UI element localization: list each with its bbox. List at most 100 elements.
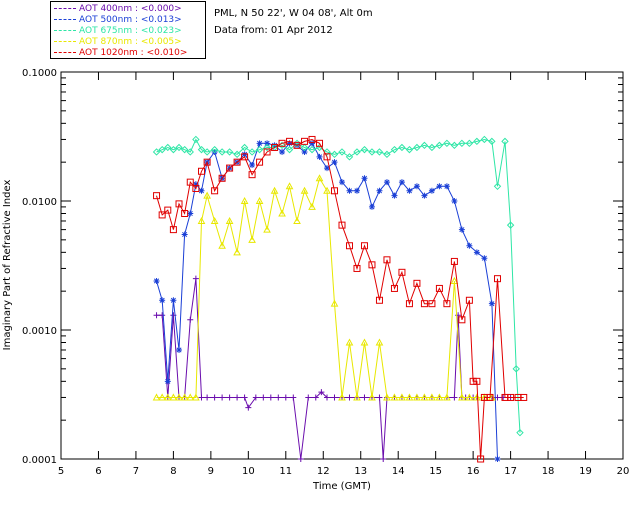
data-point-aot-675nm (501, 137, 509, 146)
data-point-aot-675nm (420, 141, 429, 150)
data-point-aot-675nm (506, 221, 515, 229)
data-point-aot-870nm (255, 196, 264, 204)
data-point-aot-500nm (187, 210, 194, 217)
data-point-aot-1020nm (169, 226, 177, 234)
data-point-aot-1020nm (420, 300, 428, 308)
data-point-aot-1020nm (211, 187, 219, 195)
series-group (152, 135, 528, 463)
data-point-aot-870nm (443, 393, 451, 401)
data-point-aot-1020nm (443, 300, 451, 308)
data-point-aot-675nm (210, 145, 219, 154)
data-point-aot-1020nm (233, 158, 241, 166)
data-point-aot-1020nm (256, 158, 264, 166)
data-point-aot-1020nm (493, 275, 501, 283)
plot-frame (60, 71, 624, 460)
data-point-aot-400nm (331, 394, 338, 401)
data-point-aot-500nm (428, 187, 435, 194)
data-point-aot-500nm (271, 142, 278, 149)
data-point-aot-1020nm (203, 158, 211, 166)
data-point-aot-1020nm (308, 135, 316, 143)
data-point-aot-1020nm (368, 261, 376, 269)
data-point-aot-675nm (192, 135, 200, 144)
legend-item-1020nm: AOT 1020nm : <0.010> (54, 48, 187, 59)
data-point-aot-1020nm (413, 279, 421, 287)
data-point-aot-870nm (285, 182, 294, 190)
x-tick-label: 9 (208, 466, 214, 477)
data-point-aot-1020nm (241, 153, 249, 161)
data-point-aot-1020nm (353, 264, 361, 272)
data-point-aot-400nm (241, 394, 248, 401)
data-point-aot-500nm (353, 187, 360, 194)
data-point-aot-1020nm (248, 171, 256, 179)
legend-label-400nm: AOT 400nm : <0.000> (79, 4, 182, 14)
data-point-aot-500nm (481, 255, 488, 262)
legend-item-675nm: AOT 675nm : <0.023> (54, 26, 182, 37)
data-point-aot-500nm (413, 183, 420, 190)
data-point-aot-1020nm (405, 300, 413, 308)
data-point-aot-870nm (248, 235, 256, 243)
data-point-aot-675nm (308, 145, 316, 154)
data-point-aot-500nm (181, 231, 188, 238)
data-point-aot-675nm (169, 145, 178, 154)
x-tick-label: 5 (58, 466, 64, 477)
x-axis-title: Time (GMT) (312, 481, 371, 492)
data-point-aot-1020nm (323, 153, 331, 161)
y-tick-label: 0.0010 (22, 326, 57, 337)
data-point-aot-870nm (225, 216, 234, 224)
data-point-aot-870nm (450, 276, 459, 284)
data-point-aot-675nm (512, 365, 520, 373)
data-point-aot-500nm (170, 297, 177, 304)
data-point-aot-400nm (290, 394, 297, 401)
x-tick-label: 15 (429, 466, 442, 477)
data-point-aot-1020nm (390, 284, 398, 292)
data-point-aot-1020nm (198, 167, 205, 175)
data-point-aot-400nm (234, 394, 241, 401)
data-point-aot-400nm (192, 275, 199, 282)
data-point-aot-1020nm (301, 137, 309, 145)
data-point-aot-675nm (516, 428, 524, 437)
data-point-aot-675nm (383, 150, 391, 159)
data-point-aot-870nm (345, 338, 354, 346)
data-point-aot-870nm (323, 186, 331, 194)
data-point-aot-1020nm (164, 206, 172, 214)
data-point-aot-675nm (458, 139, 466, 148)
data-point-aot-1020nm (338, 221, 346, 229)
data-point-aot-870nm (175, 393, 183, 401)
data-point-aot-1020nm (383, 256, 391, 264)
data-point-aot-870nm (398, 393, 406, 401)
data-point-aot-1020nm (507, 393, 515, 401)
x-tick-label: 11 (279, 466, 292, 477)
data-point-aot-870nm (405, 393, 414, 401)
data-point-aot-870nm (203, 191, 211, 199)
data-point-aot-400nm (361, 394, 368, 401)
data-point-aot-675nm (300, 143, 309, 152)
data-point-aot-1020nm (375, 296, 383, 304)
data-point-aot-500nm (458, 226, 465, 233)
data-point-aot-675nm (323, 148, 331, 156)
data-point-aot-675nm (263, 143, 271, 152)
data-point-aot-1020nm (458, 316, 466, 324)
data-point-aot-500nm (264, 140, 271, 147)
data-point-aot-1020nm (293, 141, 301, 149)
data-point-aot-870nm (152, 393, 161, 401)
data-point-aot-1020nm (469, 377, 477, 385)
data-point-aot-675nm (435, 141, 444, 150)
data-point-aot-870nm (278, 209, 286, 217)
data-point-aot-500nm (176, 346, 183, 353)
data-point-aot-500nm (346, 187, 353, 194)
data-point-aot-675nm (480, 135, 489, 144)
data-point-aot-675nm (450, 141, 459, 150)
data-point-aot-400nm (187, 316, 194, 323)
data-point-aot-870nm (315, 174, 324, 182)
x-tick-label: 20 (617, 466, 630, 477)
legend-label-870nm: AOT 870nm : <0.005> (79, 37, 182, 47)
x-tick-label: 18 (542, 466, 555, 477)
data-point-aot-500nm (324, 165, 331, 172)
x-tick-label: 7 (133, 466, 139, 477)
data-point-aot-870nm (308, 202, 316, 210)
data-point-aot-1020nm (181, 210, 189, 218)
data-point-aot-1020nm (186, 178, 194, 186)
data-point-aot-675nm (390, 145, 399, 154)
data-point-aot-500nm (368, 203, 375, 210)
data-point-aot-870nm (360, 338, 369, 346)
